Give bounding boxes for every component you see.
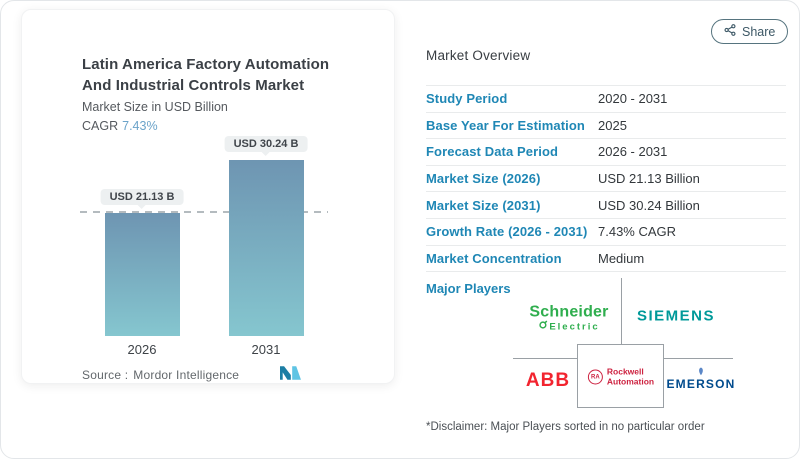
chart-title: Latin America Factory Automation And Ind… (82, 54, 329, 96)
table-row: Forecast Data Period 2026 - 2031 (426, 139, 786, 166)
chart-card: Latin America Factory Automation And Ind… (21, 9, 395, 384)
bar-value-label-2026: USD 21.13 B (100, 189, 184, 209)
connector-horizontal-line-left (513, 358, 577, 359)
overview-panel: Share Market Overview Study Period 2020 … (426, 1, 789, 458)
row-value: USD 30.24 Billion (598, 197, 700, 213)
row-value: 2025 (598, 117, 627, 133)
row-value: USD 21.13 Billion (598, 171, 700, 187)
row-label: Market Concentration (426, 250, 562, 266)
source-label: Source : (82, 368, 129, 382)
row-value: 2020 - 2031 (598, 91, 668, 107)
logo-emerson: EMERSON (666, 367, 735, 391)
table-row: Market Size (2026) USD 21.13 Billion (426, 166, 786, 193)
table-row: Market Size (2031) USD 30.24 Billion (426, 192, 786, 219)
source-name: Mordor Intelligence (133, 368, 240, 382)
connector-horizontal-line-right (664, 358, 733, 359)
row-label: Study Period (426, 91, 508, 107)
panel-title: Market Overview (426, 48, 531, 63)
bar-2031[interactable] (229, 160, 304, 336)
row-label: Base Year For Estimation (426, 117, 585, 133)
major-players-label: Major Players (426, 281, 511, 296)
row-value: 2026 - 2031 (598, 144, 668, 160)
rockwell-wordmark-line2: Automation (606, 376, 655, 386)
row-label: Forecast Data Period (426, 144, 559, 160)
source-attribution: Source : Mordor Intelligence (82, 368, 239, 382)
schneider-sub-wordmark: Electric (549, 321, 600, 332)
row-label: Growth Rate (2026 - 2031) (426, 224, 588, 240)
logo-abb: ABB (525, 370, 571, 391)
bar-2026[interactable] (105, 213, 180, 336)
schneider-wordmark: Schneider (529, 303, 609, 321)
row-label: Market Size (2026) (426, 171, 541, 187)
share-icon (724, 24, 736, 39)
x-axis-label-2031: 2031 (251, 342, 281, 357)
chart-subtitle: Market Size in USD Billion (82, 100, 228, 114)
table-row: Market Concentration Medium (426, 246, 786, 273)
table-row: Study Period 2020 - 2031 (426, 86, 786, 113)
emerson-leaf-icon (666, 367, 735, 376)
mordor-intelligence-logo-icon (280, 365, 303, 386)
schneider-loop-icon (538, 320, 548, 333)
row-label: Market Size (2031) (426, 197, 541, 213)
row-value: 7.43% CAGR (598, 224, 677, 240)
connector-vertical-line (621, 278, 622, 344)
table-row: Growth Rate (2026 - 2031) 7.43% CAGR (426, 219, 786, 246)
rockwell-badge-icon: RA (587, 369, 603, 385)
logo-siemens: SIEMENS (636, 307, 716, 325)
logo-rockwell-automation: RA Rockwell Automation (587, 366, 655, 387)
share-button-label: Share (742, 24, 776, 39)
emerson-wordmark: EMERSON (666, 377, 736, 391)
x-axis-label-2026: 2026 (127, 342, 157, 357)
table-row: Base Year For Estimation 2025 (426, 113, 786, 140)
overview-table: Study Period 2020 - 2031 Base Year For E… (426, 85, 786, 273)
major-players-chart: Schneider Electric SIEMENS ABB RA Rockwe… (426, 278, 771, 413)
reference-dashed-line (80, 211, 328, 213)
row-value: Medium (598, 250, 645, 266)
bar-value-label-2031: USD 30.24 B (224, 136, 308, 156)
chart-title-line1: Latin America Factory Automation (82, 56, 330, 73)
rockwell-wordmark-line1: Rockwell (606, 366, 644, 377)
chart-cagr: CAGR 7.43% (82, 119, 158, 133)
chart-title-line2: And Industrial Controls Market (82, 77, 305, 94)
logo-schneider-electric: Schneider Electric (529, 304, 608, 333)
bar-chart-plot: USD 21.13 B USD 30.24 B (80, 132, 330, 336)
cagr-label: CAGR (82, 119, 119, 133)
cagr-value: 7.43% (122, 119, 158, 133)
disclaimer-text: *Disclaimer: Major Players sorted in no … (426, 421, 705, 433)
share-button[interactable]: Share (711, 19, 789, 44)
